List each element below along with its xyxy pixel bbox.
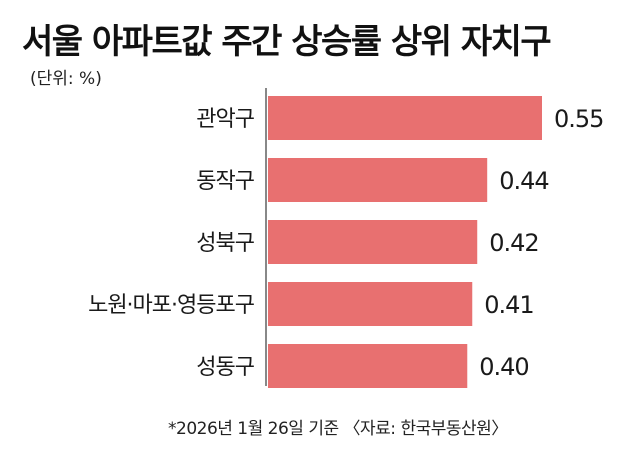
- footnote: *2026년 1월 26일 기준 〈자료: 한국부동산원〉: [168, 419, 508, 439]
- unit-label: (단위: %): [30, 69, 102, 89]
- value-label-4: 0.40: [479, 353, 528, 381]
- category-label-2: 성북구: [196, 231, 254, 256]
- bar-0: [268, 96, 542, 140]
- bar-2: [268, 220, 478, 264]
- value-label-2: 0.42: [489, 229, 538, 257]
- chart-title: 서울 아파트값 주간 상승률 상위 자치구: [22, 22, 552, 62]
- value-label-3: 0.41: [484, 291, 533, 319]
- category-label-1: 동작구: [196, 169, 254, 194]
- bar-3: [268, 282, 473, 326]
- category-label-0: 관악구: [196, 107, 254, 132]
- bar-chart: 관악구 0.55 동작구 0.44 성북구 0.42 노원·마포·영등포구 0.41 성동구 0.…: [88, 88, 604, 388]
- category-label-4: 성동구: [196, 355, 254, 380]
- bar-1: [268, 158, 488, 202]
- bar-4: [268, 344, 468, 388]
- category-label-3: 노원·마포·영등포구: [88, 293, 255, 318]
- value-label-1: 0.44: [499, 167, 548, 195]
- value-label-0: 0.55: [554, 105, 603, 133]
